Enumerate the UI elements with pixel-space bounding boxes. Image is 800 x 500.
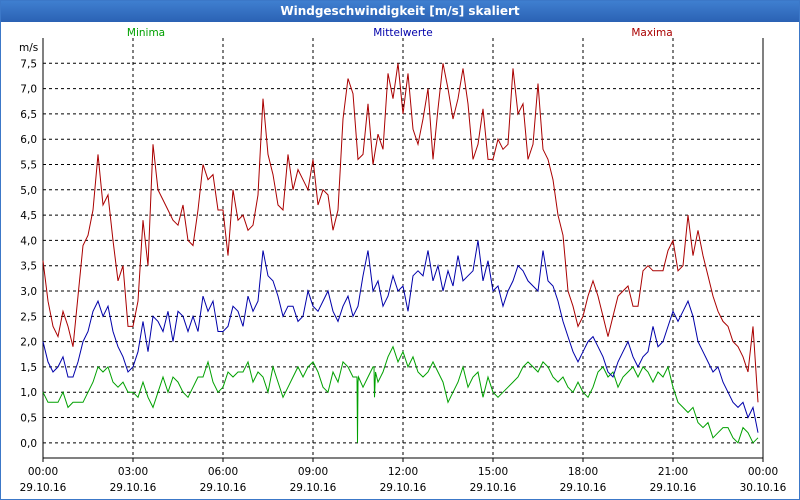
y-tick-label: 3,0: [20, 286, 37, 298]
x-tick-time: 18:00: [568, 466, 598, 478]
series-line-maxima: [42, 63, 759, 403]
y-tick-label: 2,0: [20, 337, 37, 349]
x-tick-date: 29.10.16: [20, 482, 67, 494]
series-lines: [42, 63, 759, 444]
y-tick-label: 1,5: [20, 362, 37, 374]
x-tick-time: 00:00: [748, 466, 778, 478]
y-tick-label: 5,0: [20, 185, 37, 197]
tick-labels: 0,0 0,5 1,0 1,5 2,0 2,5 3,0 3,5 4,0 4,5 5,0 5,5 6,0 6…: [19, 42, 787, 494]
y-tick-label: 4,0: [20, 235, 37, 247]
legend-minima: Minima: [127, 27, 165, 39]
x-tick-time: 03:00: [118, 466, 148, 478]
line-chart: 0,0 0,5 1,0 1,5 2,0 2,5 3,0 3,5 4,0 4,5 5,0 5,5 6,0 6…: [19, 27, 787, 494]
legend-mittelwerte: Mittelwerte: [373, 27, 433, 39]
x-tick-date: 29.10.16: [110, 482, 157, 494]
y-axis-unit: m/s: [19, 42, 38, 54]
x-tick-time: 00:00: [28, 466, 58, 478]
legend: Minima Mittelwerte Maxima: [127, 27, 673, 39]
x-tick-date: 29.10.16: [200, 482, 247, 494]
series-line-mittelwerte: [42, 240, 759, 433]
x-tick-date: 30.10.16: [740, 482, 787, 494]
y-tick-label: 1,0: [20, 387, 37, 399]
y-tick-label: 4,5: [20, 210, 37, 222]
y-tick-label: 6,5: [20, 109, 37, 121]
x-tick-time: 15:00: [478, 466, 508, 478]
y-tick-label: 3,5: [20, 261, 37, 273]
y-tick-label: 2,5: [20, 311, 37, 323]
x-tick-date: 29.10.16: [560, 482, 607, 494]
x-tick-date: 29.10.16: [470, 482, 517, 494]
x-tick-time: 21:00: [658, 466, 688, 478]
axes: [42, 38, 764, 462]
legend-maxima: Maxima: [631, 27, 672, 39]
y-tick-label: 0,0: [20, 438, 37, 450]
x-tick-date: 29.10.16: [650, 482, 697, 494]
grid: [43, 38, 763, 458]
x-tick-date: 29.10.16: [290, 482, 337, 494]
x-tick-time: 06:00: [208, 466, 238, 478]
y-tick-label: 7,5: [20, 58, 37, 70]
x-tick-time: 12:00: [388, 466, 418, 478]
series-line-minima: [42, 345, 759, 444]
window-title: Windgeschwindigkeit [m/s] skaliert: [1, 1, 799, 22]
x-tick-time: 09:00: [298, 466, 328, 478]
y-tick-label: 6,0: [20, 134, 37, 146]
y-tick-label: 7,0: [20, 84, 37, 96]
y-tick-label: 0,5: [20, 413, 37, 425]
y-tick-label: 5,5: [20, 160, 37, 172]
x-tick-date: 29.10.16: [380, 482, 427, 494]
